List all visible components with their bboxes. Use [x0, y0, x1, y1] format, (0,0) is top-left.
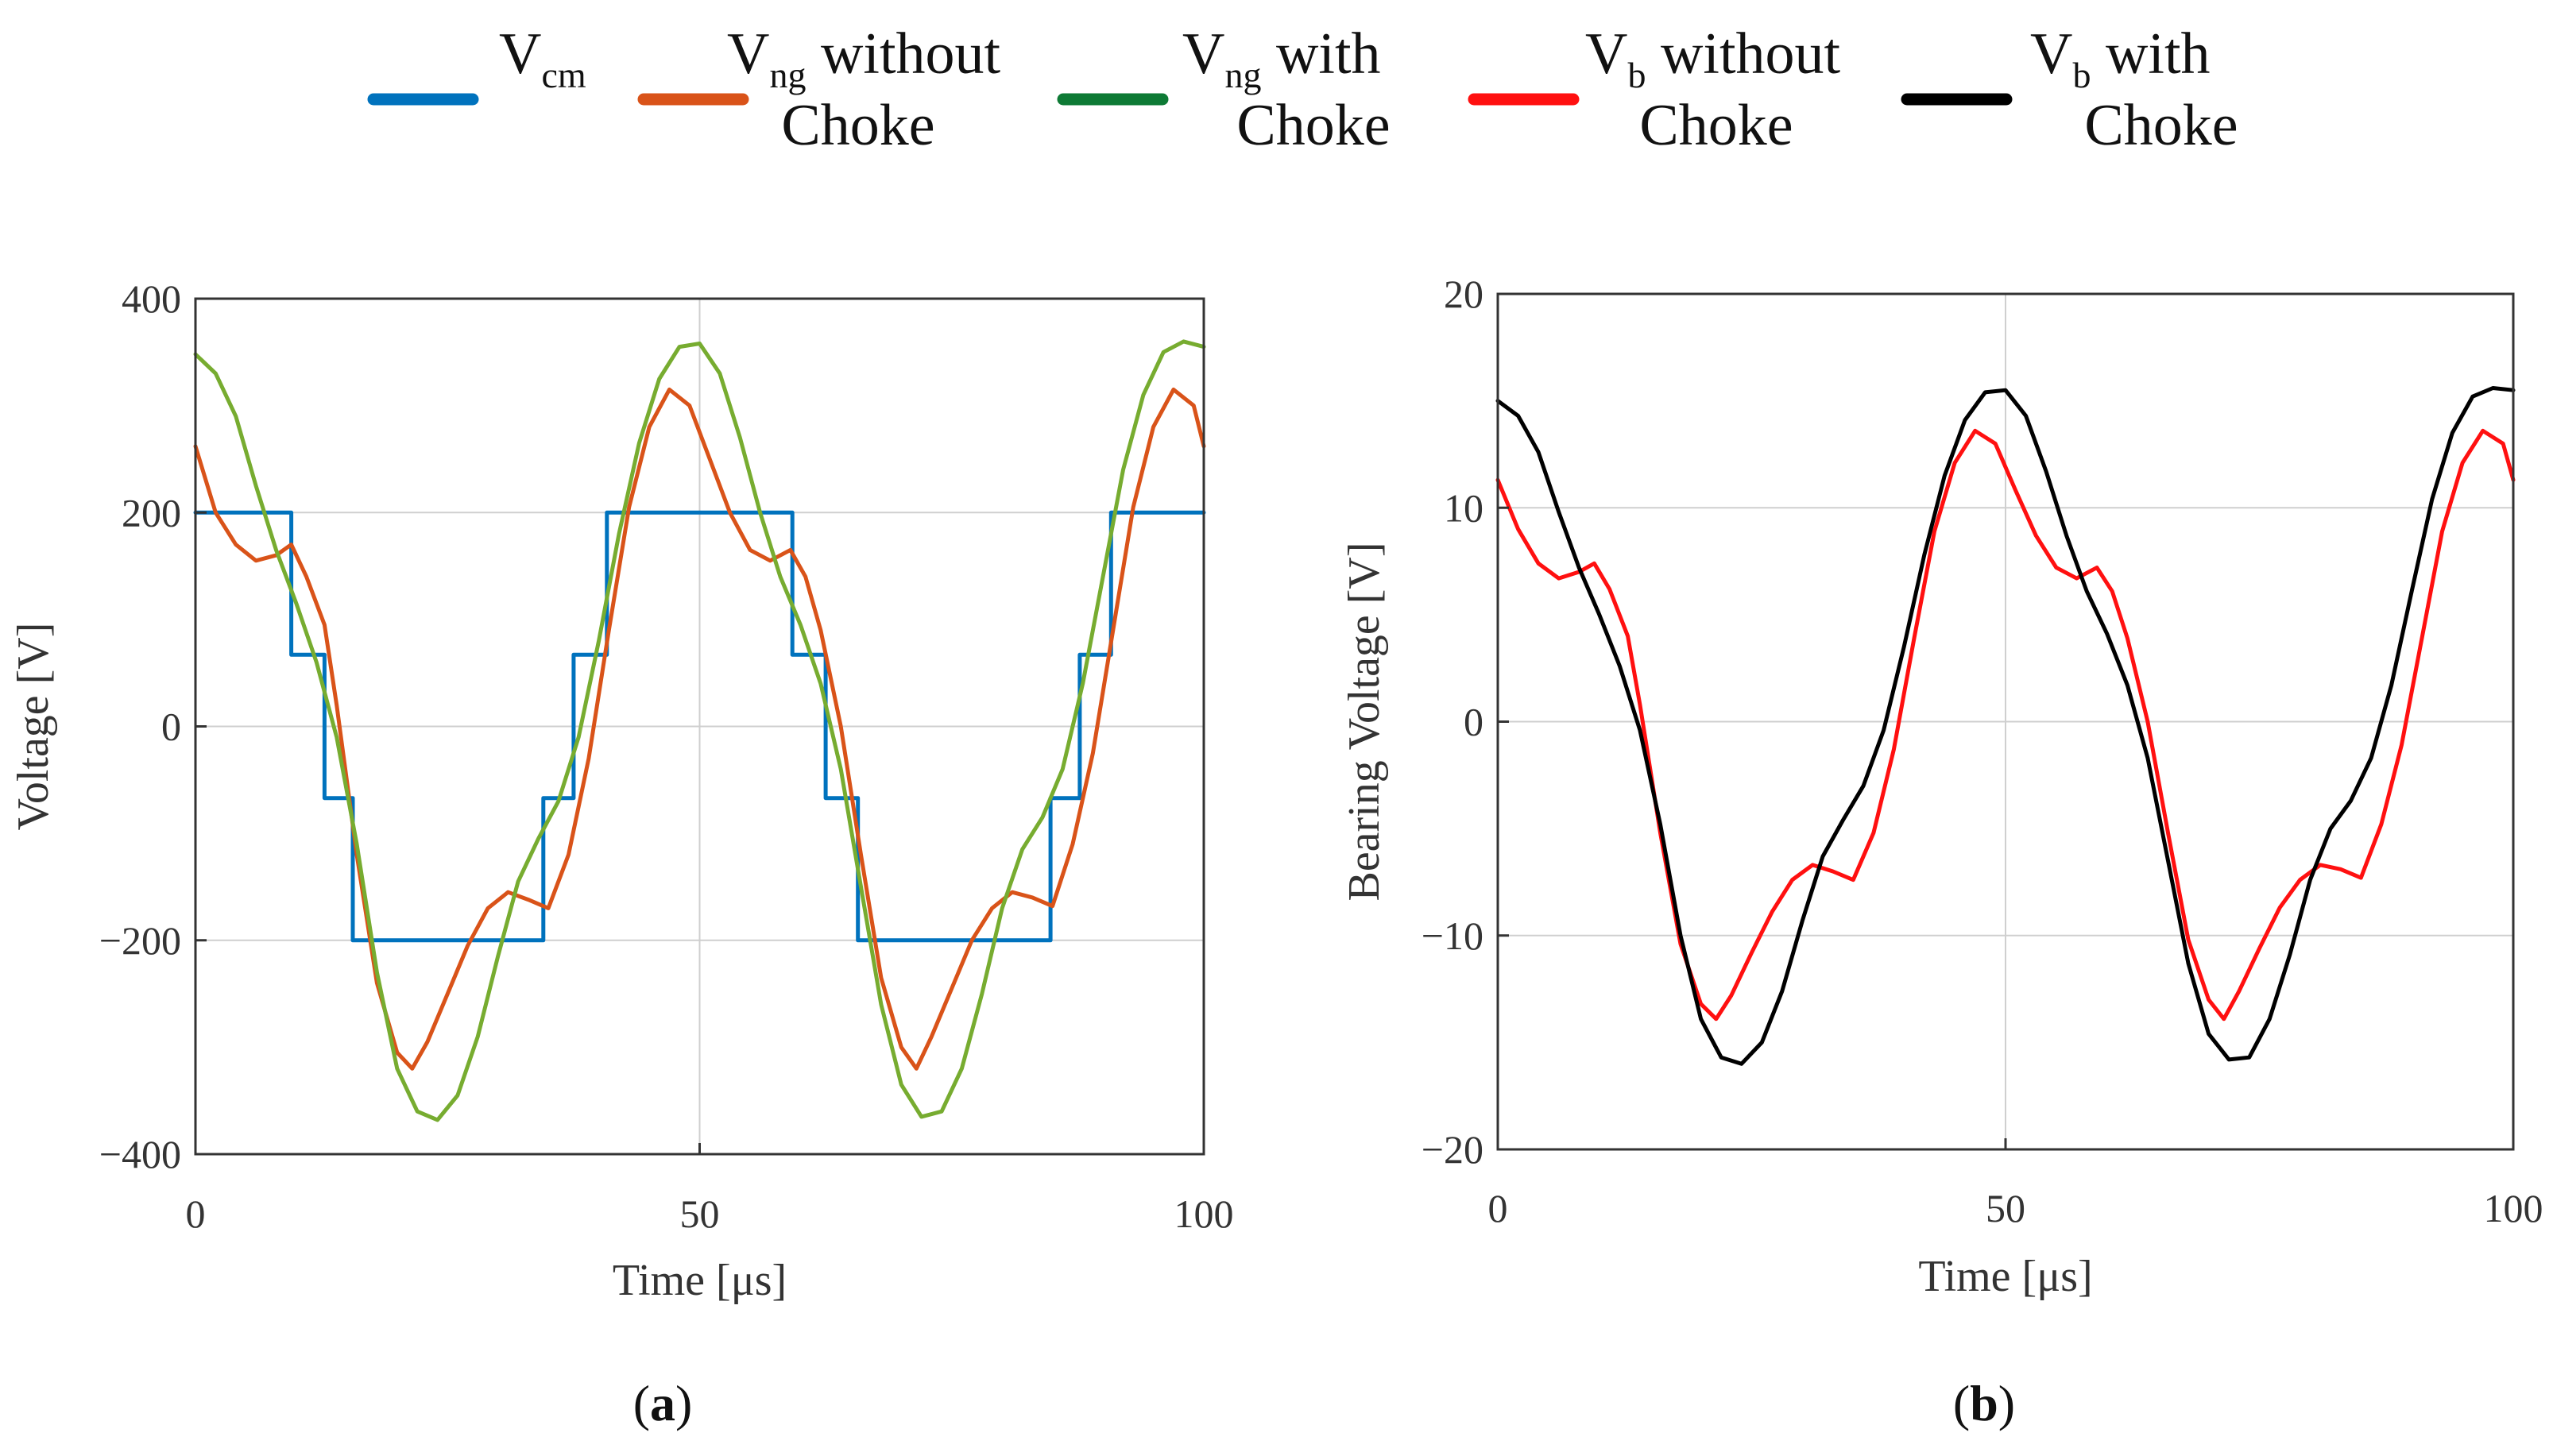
ytick-label-a-0: −400	[99, 1132, 181, 1176]
xtick-label-b-0: 0	[1488, 1186, 1508, 1230]
ytick-label-a-2: 0	[161, 705, 181, 749]
legend-label-0: Vcm	[499, 21, 586, 95]
ytick-label-b-2: 0	[1464, 700, 1483, 744]
series-line-vcm	[193, 510, 1206, 943]
y-axis-label-b: Bearing Voltage [V]	[1340, 542, 1389, 901]
y-axis-label-a: Voltage [V]	[9, 623, 58, 831]
ytick-label-b-4: 20	[1444, 272, 1483, 316]
ytick-label-a-4: 400	[122, 276, 181, 321]
legend-label-1: Vng without	[727, 21, 1001, 95]
caption-a: (a)	[633, 1375, 693, 1431]
legend-label-2: Vng with	[1182, 21, 1381, 95]
ytick-label-a-3: 200	[122, 490, 181, 535]
ytick-label-b-3: 10	[1444, 485, 1483, 530]
legend-label-3: Vb without	[1585, 21, 1841, 95]
series-line-vng_with	[193, 339, 1206, 1122]
caption-b: (b)	[1953, 1375, 2015, 1431]
legend-label-1-line2: Choke	[781, 93, 934, 158]
panel-b-bearing-voltage-chart: −20 −10 0 10 20 0 50 100 Time [μs] Bearing Voltag…	[1340, 272, 2543, 1301]
ytick-label-a-1: −200	[99, 918, 181, 963]
xtick-label-a-0: 0	[186, 1191, 206, 1236]
panel-a-voltage-chart: −400 −200 0 200 400 0 50 100 Time [μs] Voltage [V…	[9, 276, 1234, 1305]
xtick-label-a-2: 100	[1174, 1191, 1234, 1236]
x-axis-label-b: Time [μs]	[1918, 1252, 2092, 1301]
xtick-label-b-1: 50	[1986, 1186, 2025, 1230]
ytick-label-b-0: −20	[1422, 1127, 1483, 1172]
ytick-label-b-1: −10	[1422, 913, 1483, 958]
series-line-vb_with	[1495, 386, 2516, 1066]
x-axis-label-a: Time [μs]	[613, 1256, 787, 1305]
legend-label-2-line2: Choke	[1236, 93, 1390, 158]
xtick-label-a-1: 50	[680, 1191, 720, 1236]
legend-label-4-line2: Choke	[2084, 93, 2238, 158]
legend-label-4: Vb with	[2030, 21, 2211, 95]
xtick-label-b-2: 100	[2484, 1186, 2543, 1230]
legend-label-3-line2: Choke	[1639, 93, 1793, 158]
